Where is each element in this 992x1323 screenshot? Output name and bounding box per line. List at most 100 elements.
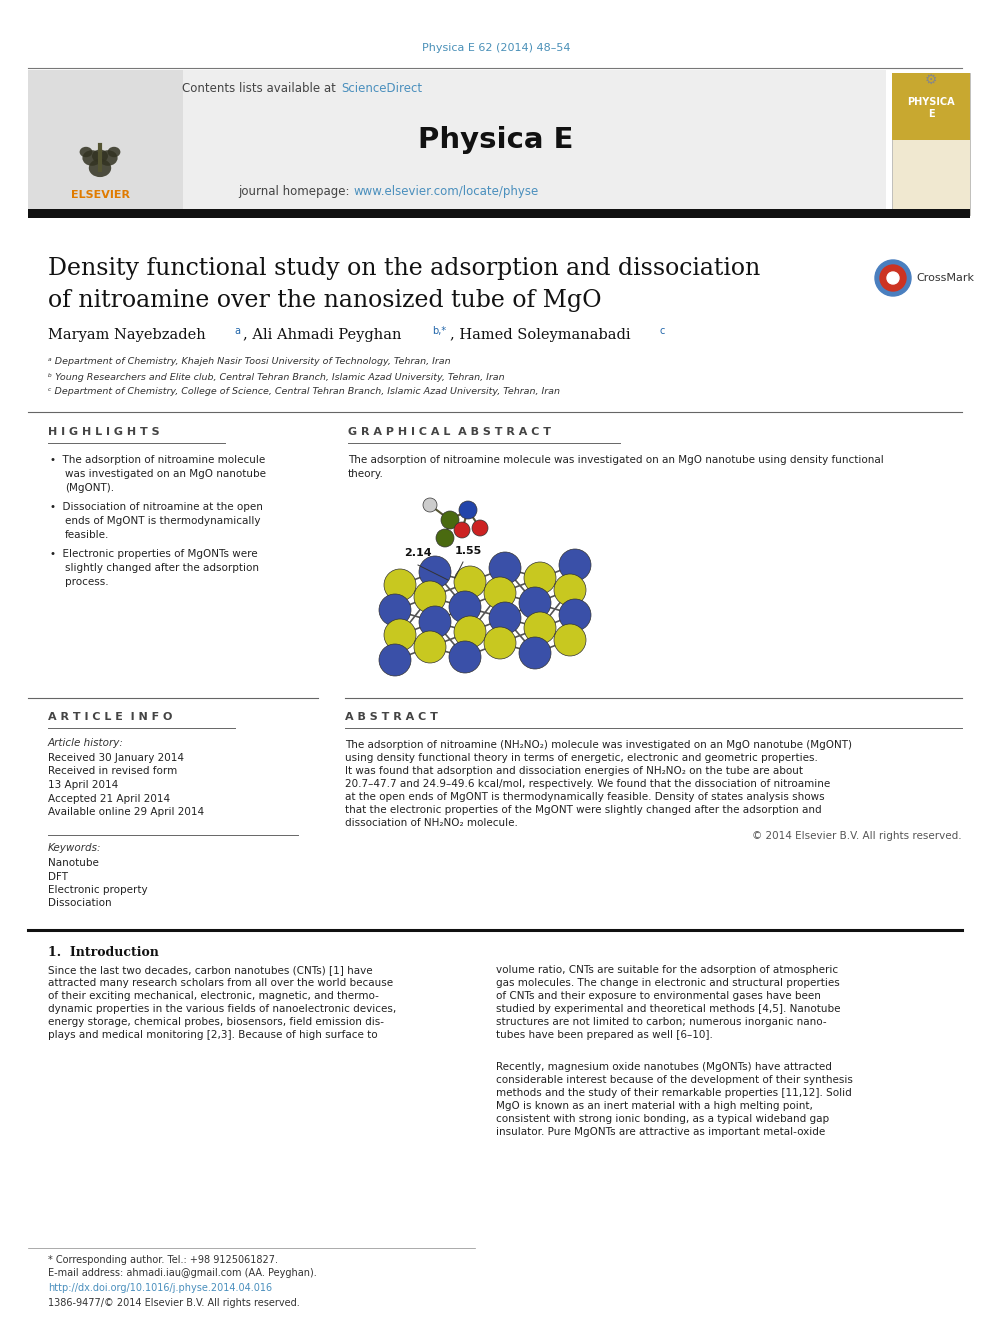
Text: studied by experimental and theoretical methods [4,5]. Nanotube: studied by experimental and theoretical … — [496, 1004, 840, 1013]
Text: It was found that adsorption and dissociation energies of NH₂NO₂ on the tube are: It was found that adsorption and dissoci… — [345, 766, 803, 777]
Text: Nanotube: Nanotube — [48, 859, 99, 868]
Circle shape — [489, 602, 521, 634]
Circle shape — [554, 624, 586, 656]
Bar — [892, 73, 970, 216]
Circle shape — [472, 520, 488, 536]
Text: ends of MgONT is thermodynamically: ends of MgONT is thermodynamically — [65, 516, 261, 527]
Circle shape — [519, 587, 551, 619]
Text: CrossMark: CrossMark — [916, 273, 974, 283]
Text: dissociation of NH₂NO₂ molecule.: dissociation of NH₂NO₂ molecule. — [345, 818, 518, 828]
Circle shape — [436, 529, 454, 546]
Text: Keywords:: Keywords: — [48, 843, 101, 853]
Text: A B S T R A C T: A B S T R A C T — [345, 712, 437, 722]
Bar — [892, 73, 970, 140]
Text: Received 30 January 2014: Received 30 January 2014 — [48, 753, 184, 763]
Circle shape — [454, 617, 486, 648]
Text: Electronic property: Electronic property — [48, 885, 148, 894]
Text: Article history:: Article history: — [48, 738, 124, 747]
Text: H I G H L I G H T S: H I G H L I G H T S — [48, 427, 160, 437]
Text: 1.55: 1.55 — [454, 546, 482, 556]
Circle shape — [559, 599, 591, 631]
Text: Available online 29 April 2014: Available online 29 April 2014 — [48, 807, 204, 818]
Circle shape — [454, 566, 486, 598]
Circle shape — [414, 631, 446, 663]
Circle shape — [489, 552, 521, 583]
Text: that the electronic properties of the MgONT were slightly changed after the adso: that the electronic properties of the Mg… — [345, 804, 821, 815]
Text: using density functional theory in terms of energetic, electronic and geometric : using density functional theory in terms… — [345, 753, 817, 763]
Text: Contents lists available at: Contents lists available at — [183, 82, 340, 94]
Circle shape — [419, 606, 451, 638]
Text: Physica E: Physica E — [419, 126, 573, 153]
Bar — [28, 70, 886, 210]
Circle shape — [459, 501, 477, 519]
Circle shape — [423, 497, 437, 512]
Text: Received in revised form: Received in revised form — [48, 766, 178, 777]
Text: methods and the study of their remarkable properties [11,12]. Solid: methods and the study of their remarkabl… — [496, 1088, 852, 1098]
Text: , Ali Ahmadi Peyghan: , Ali Ahmadi Peyghan — [243, 328, 402, 343]
Text: http://dx.doi.org/10.1016/j.physe.2014.04.016: http://dx.doi.org/10.1016/j.physe.2014.0… — [48, 1283, 272, 1293]
Circle shape — [379, 644, 411, 676]
Text: PHYSICA
E: PHYSICA E — [908, 97, 955, 119]
Text: www.elsevier.com/locate/physe: www.elsevier.com/locate/physe — [353, 185, 539, 198]
Text: E-mail address: ahmadi.iau@gmail.com (AA. Peyghan).: E-mail address: ahmadi.iau@gmail.com (AA… — [48, 1267, 316, 1278]
Text: insulator. Pure MgONTs are attractive as important metal-oxide: insulator. Pure MgONTs are attractive as… — [496, 1127, 825, 1136]
Circle shape — [384, 619, 416, 651]
Text: (MgONT).: (MgONT). — [65, 483, 114, 493]
Bar — [28, 209, 970, 218]
Text: structures are not limited to carbon; numerous inorganic nano-: structures are not limited to carbon; nu… — [496, 1017, 826, 1027]
Ellipse shape — [98, 151, 118, 165]
Text: Recently, magnesium oxide nanotubes (MgONTs) have attracted: Recently, magnesium oxide nanotubes (MgO… — [496, 1062, 832, 1072]
Text: b,*: b,* — [432, 325, 446, 336]
Circle shape — [454, 523, 470, 538]
Circle shape — [419, 556, 451, 587]
Ellipse shape — [89, 159, 111, 177]
Text: * Corresponding author. Tel.: +98 9125061827.: * Corresponding author. Tel.: +98 912506… — [48, 1256, 278, 1265]
Text: © 2014 Elsevier B.V. All rights reserved.: © 2014 Elsevier B.V. All rights reserved… — [752, 831, 962, 841]
Text: ᵇ Young Researchers and Elite club, Central Tehran Branch, Islamic Azad Universi: ᵇ Young Researchers and Elite club, Cent… — [48, 373, 505, 381]
Text: , Hamed Soleymanabadi: , Hamed Soleymanabadi — [450, 328, 631, 343]
Ellipse shape — [107, 147, 120, 157]
Text: dynamic properties in the various fields of nanoelectronic devices,: dynamic properties in the various fields… — [48, 1004, 396, 1013]
Ellipse shape — [79, 147, 92, 157]
Text: ᶜ Department of Chemistry, College of Science, Central Tehran Branch, Islamic Az: ᶜ Department of Chemistry, College of Sc… — [48, 388, 560, 397]
Text: c: c — [660, 325, 666, 336]
Text: a: a — [234, 325, 240, 336]
Text: theory.: theory. — [348, 468, 384, 479]
Text: was investigated on an MgO nanotube: was investigated on an MgO nanotube — [65, 468, 266, 479]
Circle shape — [887, 273, 899, 284]
Text: slightly changed after the adsorption: slightly changed after the adsorption — [65, 564, 259, 573]
Text: ⚙: ⚙ — [925, 73, 937, 87]
Circle shape — [449, 591, 481, 623]
Ellipse shape — [82, 151, 101, 165]
Text: Maryam Nayebzadeh: Maryam Nayebzadeh — [48, 328, 205, 343]
Text: tubes have been prepared as well [6–10].: tubes have been prepared as well [6–10]. — [496, 1031, 713, 1040]
Circle shape — [484, 627, 516, 659]
Text: energy storage, chemical probes, biosensors, field emission dis-: energy storage, chemical probes, biosens… — [48, 1017, 384, 1027]
Text: A R T I C L E  I N F O: A R T I C L E I N F O — [48, 712, 173, 722]
Text: attracted many research scholars from all over the world because: attracted many research scholars from al… — [48, 978, 393, 988]
Text: feasible.: feasible. — [65, 531, 109, 540]
Circle shape — [559, 549, 591, 581]
Text: considerable interest because of the development of their synthesis: considerable interest because of the dev… — [496, 1076, 853, 1085]
Text: Accepted 21 April 2014: Accepted 21 April 2014 — [48, 794, 170, 803]
Text: G R A P H I C A L  A B S T R A C T: G R A P H I C A L A B S T R A C T — [348, 427, 551, 437]
Text: MgO is known as an inert material with a high melting point,: MgO is known as an inert material with a… — [496, 1101, 812, 1111]
Text: 20.7–47.7 and 24.9–49.6 kcal/mol, respectively. We found that the dissociation o: 20.7–47.7 and 24.9–49.6 kcal/mol, respec… — [345, 779, 830, 789]
Text: journal homepage:: journal homepage: — [238, 185, 350, 198]
Text: The adsorption of nitroamine molecule was investigated on an MgO nanotube using : The adsorption of nitroamine molecule wa… — [348, 455, 884, 464]
Circle shape — [441, 511, 459, 529]
Circle shape — [524, 613, 556, 644]
Text: •  Dissociation of nitroamine at the open: • Dissociation of nitroamine at the open — [50, 501, 263, 512]
Text: 1386-9477/© 2014 Elsevier B.V. All rights reserved.: 1386-9477/© 2014 Elsevier B.V. All right… — [48, 1298, 300, 1308]
Text: of nitroamine over the nanosized tube of MgO: of nitroamine over the nanosized tube of… — [48, 288, 601, 311]
Text: gas molecules. The change in electronic and structural properties: gas molecules. The change in electronic … — [496, 978, 840, 988]
Text: The adsorption of nitroamine (NH₂NO₂) molecule was investigated on an MgO nanotu: The adsorption of nitroamine (NH₂NO₂) mo… — [345, 740, 852, 750]
Text: plays and medical monitoring [2,3]. Because of high surface to: plays and medical monitoring [2,3]. Beca… — [48, 1031, 378, 1040]
Text: of their exciting mechanical, electronic, magnetic, and thermo-: of their exciting mechanical, electronic… — [48, 991, 379, 1002]
Text: •  Electronic properties of MgONTs were: • Electronic properties of MgONTs were — [50, 549, 258, 560]
Circle shape — [519, 636, 551, 669]
Circle shape — [524, 562, 556, 594]
Circle shape — [384, 569, 416, 601]
Text: Since the last two decades, carbon nanotubes (CNTs) [1] have: Since the last two decades, carbon nanot… — [48, 964, 373, 975]
Text: 13 April 2014: 13 April 2014 — [48, 781, 118, 790]
